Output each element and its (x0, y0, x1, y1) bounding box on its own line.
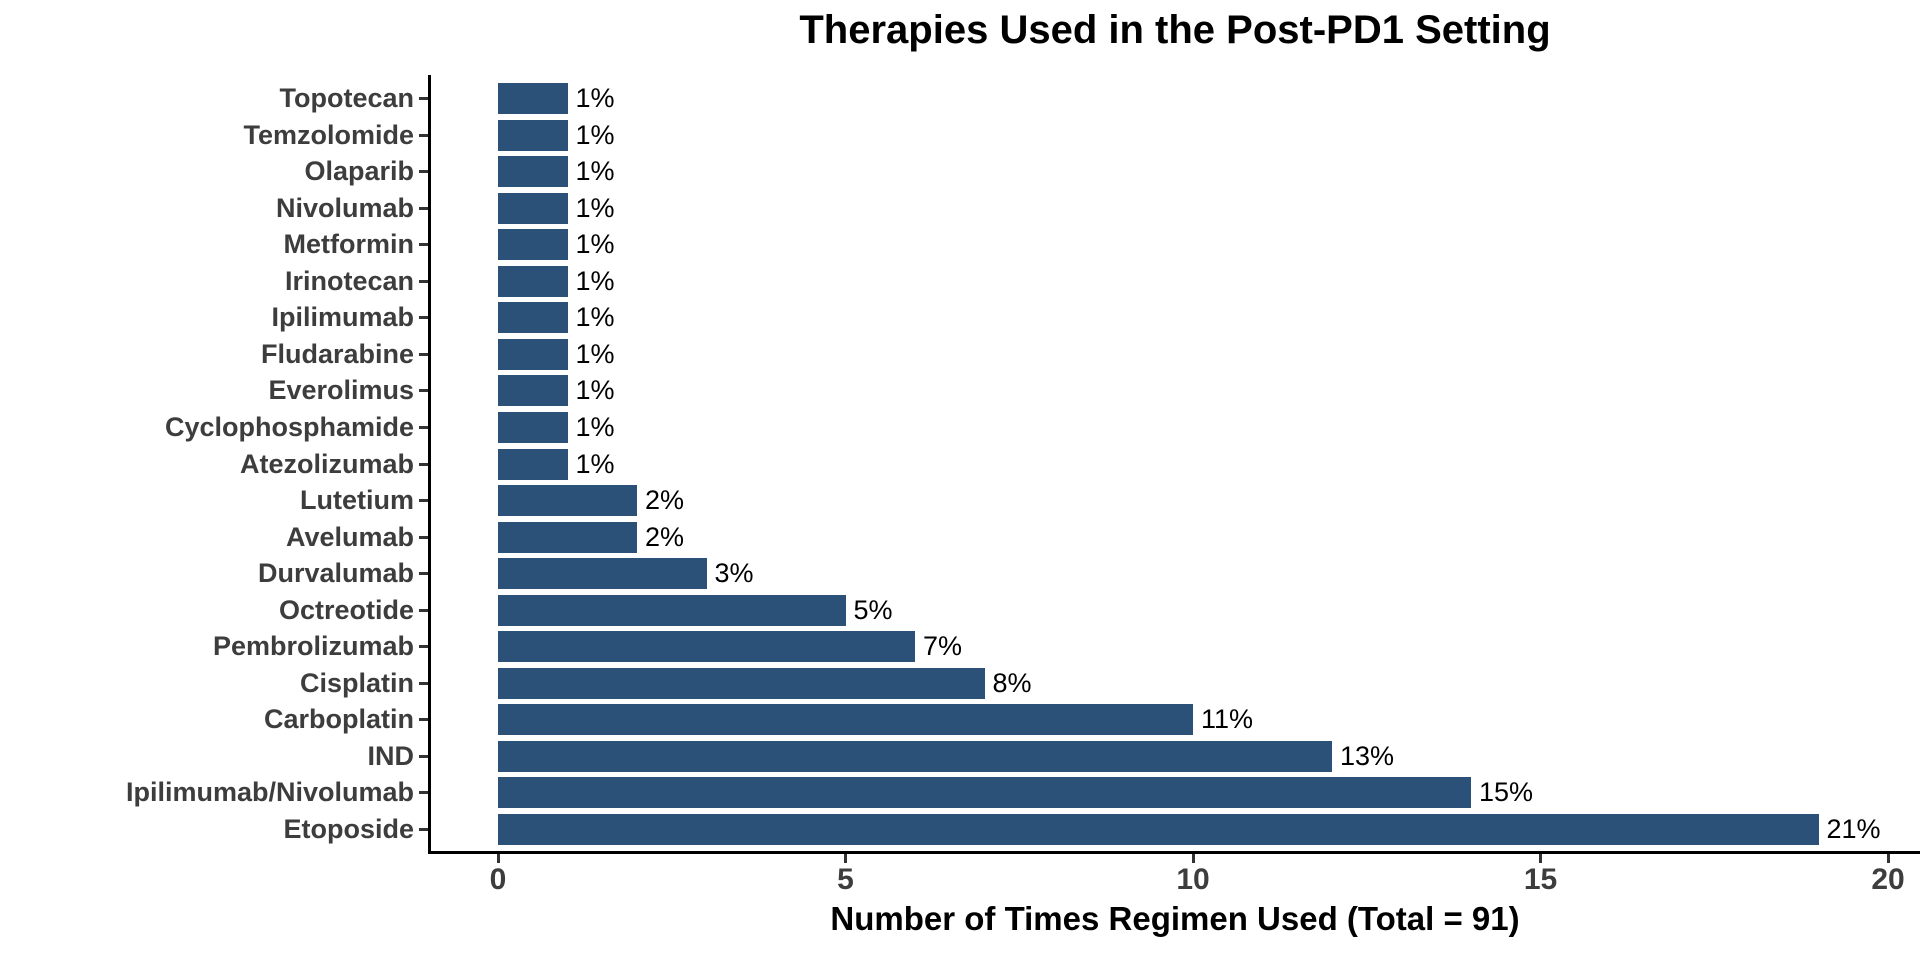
y-tick-label: Ipilimumab/Nivolumab (125, 777, 414, 808)
y-tick-label: Nivolumab (275, 192, 414, 223)
x-tick-label: 0 (489, 863, 507, 896)
y-tick-label: Fludarabine (260, 338, 414, 369)
bar-value-label: 2% (645, 485, 685, 516)
bar (498, 265, 568, 297)
y-axis-tick (419, 243, 428, 247)
y-tick-label: Etoposide (283, 814, 414, 844)
bar (498, 777, 1471, 809)
x-axis-tick (844, 854, 847, 863)
y-tick-label: Cisplatin (299, 667, 414, 698)
x-tick-label: 10 (1176, 863, 1210, 896)
y-tick-label: Irinotecan (284, 265, 414, 296)
y-tick-label: Ipilimumab (271, 302, 414, 333)
y-tick-label: Durvalumab (257, 558, 414, 589)
bar-value-label: 1% (575, 119, 615, 150)
bar-value-label: 1% (575, 338, 615, 369)
y-axis-tick (419, 97, 428, 100)
y-tick-label: Olaparib (304, 156, 414, 187)
x-tick-label: 15 (1523, 863, 1558, 896)
y-tick-label: Cyclophosphamide (164, 411, 414, 442)
y-axis-tick (419, 352, 428, 356)
x-axis-line (428, 851, 1920, 854)
y-tick-label: Octreotide (278, 594, 414, 625)
bar (498, 521, 637, 553)
bar (498, 448, 568, 480)
bar (498, 156, 568, 188)
y-tick-label: Everolimus (268, 375, 414, 406)
y-axis-tick (419, 645, 428, 649)
bar (498, 594, 846, 626)
x-tick-label: 20 (1871, 863, 1905, 896)
bar-value-label: 13% (1340, 740, 1395, 771)
bar-value-label: 15% (1479, 777, 1534, 808)
bar-value-label: 1% (575, 192, 615, 223)
y-axis-tick (419, 425, 428, 429)
bar-value-label: 5% (853, 594, 893, 625)
y-axis-tick (419, 535, 428, 539)
bar-value-label: 1% (575, 448, 615, 479)
y-axis-tick (419, 389, 428, 393)
bar-value-label: 1% (575, 411, 615, 442)
bar (498, 338, 568, 370)
x-axis-tick (496, 854, 500, 863)
y-axis-line (428, 75, 431, 854)
bar (498, 667, 985, 699)
bar-value-label: 3% (714, 558, 754, 589)
bar-value-label: 1% (575, 375, 615, 406)
bar-value-label: 11% (1201, 704, 1254, 735)
y-tick-label: Pembrolizumab (212, 631, 414, 662)
bar (498, 704, 1193, 736)
bar (498, 83, 568, 114)
y-axis-tick (419, 608, 428, 612)
y-axis-tick (419, 828, 428, 831)
bar-value-label: 21% (1826, 814, 1881, 844)
bar (498, 558, 707, 590)
y-axis-tick (419, 316, 428, 320)
y-axis-tick (419, 279, 428, 283)
bar (498, 302, 568, 334)
bar (498, 119, 568, 151)
bar-value-label: 1% (575, 156, 615, 187)
y-axis-tick (419, 754, 428, 758)
y-tick-label: Lutetium (300, 485, 414, 516)
y-axis-tick (419, 572, 428, 576)
bar (498, 192, 568, 224)
y-tick-label: Metformin (283, 229, 415, 260)
bar (498, 411, 568, 443)
y-axis-tick (419, 718, 428, 722)
bar (498, 814, 1819, 845)
y-tick-label: Topotecan (279, 83, 415, 113)
chart-title: Therapies Used in the Post-PD1 Setting (799, 8, 1551, 52)
bar-value-label: 8% (992, 667, 1032, 698)
bar (498, 375, 568, 407)
x-tick-label: 5 (837, 863, 854, 896)
y-axis-tick (419, 681, 428, 685)
bar-value-label: 1% (575, 229, 615, 260)
y-axis-tick (419, 133, 428, 137)
bar-value-label: 2% (645, 521, 685, 552)
bar (498, 740, 1332, 772)
x-axis-tick (1886, 854, 1890, 863)
y-tick-label: Atezolizumab (239, 448, 414, 479)
y-tick-label: Avelumab (285, 521, 414, 552)
y-axis-tick (419, 791, 428, 795)
y-axis-tick (419, 170, 428, 174)
y-axis-tick (419, 206, 428, 210)
y-tick-label: Carboplatin (263, 704, 414, 735)
bar-value-label: 1% (575, 265, 615, 296)
x-axis-tick (1191, 854, 1195, 863)
y-axis-tick (419, 499, 428, 503)
bar (498, 485, 637, 517)
y-tick-label: Temzolomide (243, 119, 414, 150)
bar (498, 229, 568, 261)
y-tick-label: IND (367, 740, 415, 771)
bar-value-label: 1% (575, 83, 615, 113)
x-axis-label: Number of Times Regimen Used (Total = 91… (830, 900, 1520, 937)
x-axis-tick (1539, 854, 1542, 863)
bar-value-label: 7% (923, 631, 963, 662)
bar (498, 631, 915, 663)
y-axis-tick (419, 462, 428, 466)
bar-value-label: 1% (575, 302, 615, 333)
